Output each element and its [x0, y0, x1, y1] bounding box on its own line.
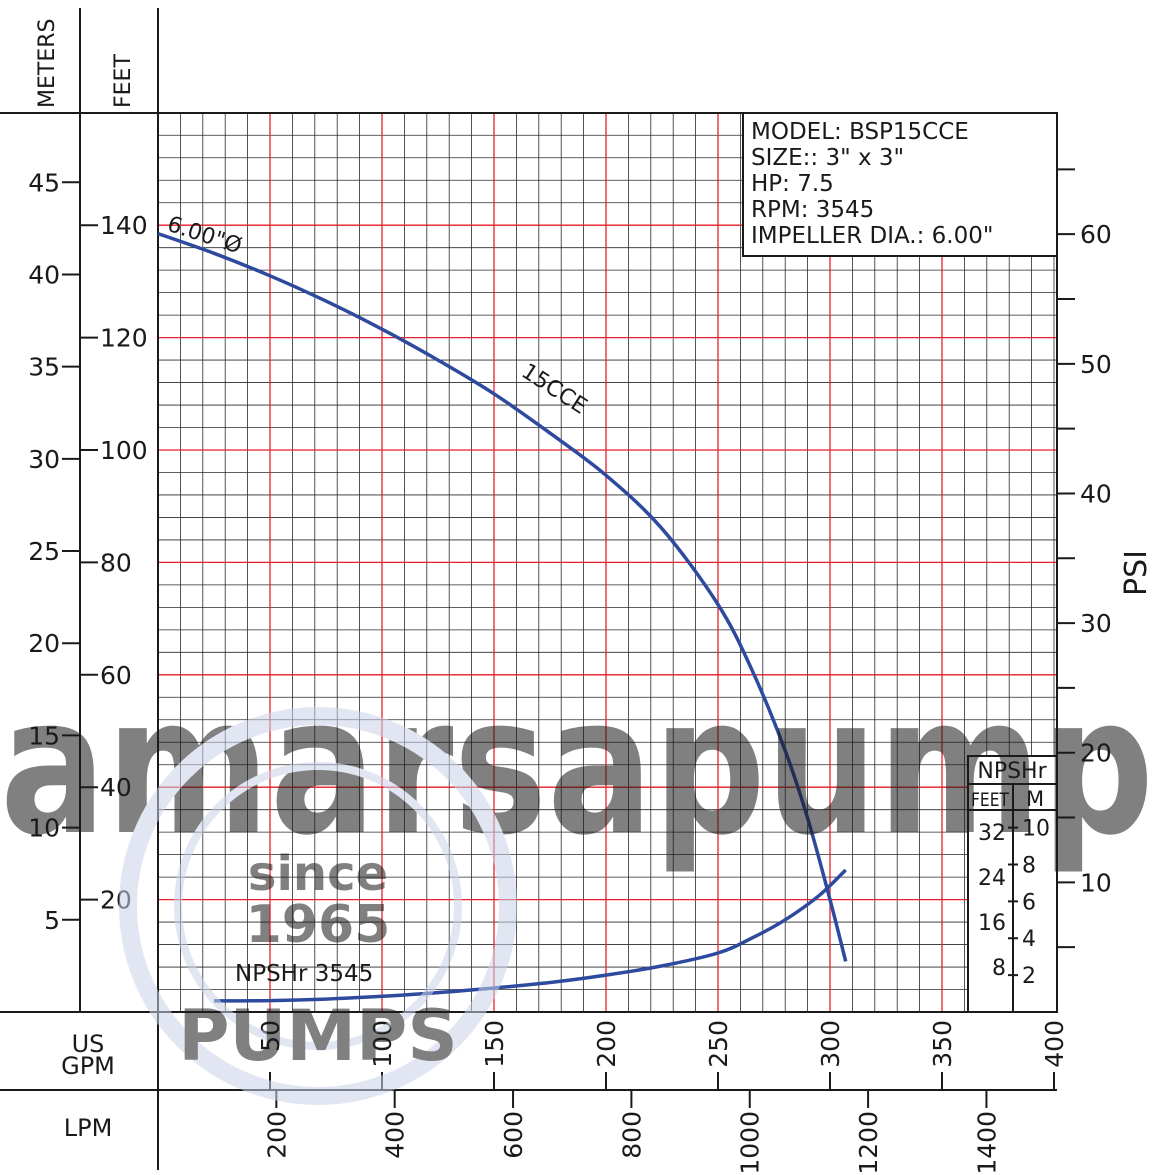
seal-since: since [248, 846, 388, 902]
gpm-axis-label-line2: GPM [61, 1052, 115, 1080]
info-box-frame [742, 112, 1058, 257]
lpm-tick-label: 200 [262, 1111, 291, 1159]
lpm-tick-label: 1200 [854, 1111, 883, 1175]
meters-tick-label: 45 [28, 168, 60, 197]
info-line: RPM: 3545 [751, 197, 874, 223]
psi-tick-label: 50 [1080, 350, 1112, 379]
npshr-curve [213, 868, 847, 1003]
info-line: SIZE:: 3" x 3" [751, 145, 904, 171]
feet-axis-label: FEET [111, 54, 136, 108]
npsh-feet-tick-label: 16 [978, 911, 1006, 936]
npsh-feet-tick-label: 8 [992, 956, 1006, 981]
gpm-axis-label-line1: US [72, 1030, 105, 1058]
psi-axis-label: PSI [1119, 550, 1154, 596]
gpm-tick-label: 200 [592, 1020, 621, 1068]
npsh-m-label: M [1026, 787, 1044, 811]
meters-tick-label: 10 [28, 814, 60, 843]
lpm-tick-label: 1000 [736, 1111, 765, 1175]
npsh-feet-label: FEET [971, 789, 1009, 811]
major-grid [158, 113, 1057, 1012]
npsh-m-tick-label: 8 [1022, 853, 1036, 878]
gpm-tick-label: 350 [928, 1020, 957, 1068]
meters-tick-label: 15 [28, 721, 60, 750]
watermark-text: amarsapump [0, 656, 1154, 877]
seal-outer-ring [119, 707, 517, 1105]
feet-tick-label: 120 [100, 324, 148, 353]
meters-tick-label: 40 [28, 260, 60, 289]
info-line: IMPELLER DIA.: 6.00" [751, 223, 993, 249]
lpm-axis-label: LPM [64, 1114, 113, 1142]
lpm-tick-label: 1400 [972, 1111, 1001, 1175]
npsh-m-tick-label: 6 [1022, 890, 1036, 915]
meters-tick-label: 35 [28, 353, 60, 382]
npsh-feet-tick-label: 24 [978, 866, 1006, 891]
psi-tick-label: 40 [1080, 479, 1112, 508]
npsh-m-tick-label: 4 [1022, 927, 1036, 952]
npsh-m-tick-label: 10 [1022, 817, 1050, 842]
feet-tick-label: 140 [100, 211, 148, 240]
lpm-tick-label: 800 [617, 1111, 646, 1159]
impeller-diameter-label: 6.00"Ø [164, 212, 244, 259]
meters-tick-label: 20 [28, 629, 60, 658]
info-line: HP: 7.5 [751, 171, 834, 197]
psi-tick-label: 20 [1080, 739, 1112, 768]
meters-tick-label: 30 [28, 445, 60, 474]
seal-year: 1965 [246, 895, 391, 955]
head-curve-label: 15CCE [517, 359, 592, 420]
feet-tick-label: 40 [100, 773, 132, 802]
npsh-feet-tick-label: 32 [978, 821, 1006, 846]
gpm-tick-label: 300 [816, 1020, 845, 1068]
psi-axis: 10 20 30 40 50 60 PSI [1057, 168, 1154, 949]
npsh-title: NPSHr [977, 759, 1047, 784]
psi-tick-label: 30 [1080, 609, 1112, 638]
feet-tick-label: 60 [100, 661, 132, 690]
feet-tick-label: 80 [100, 548, 132, 577]
npsh-m-tick-label: 2 [1022, 964, 1036, 989]
meters-axis-label: METERS [35, 19, 60, 108]
seal-inner-ring [174, 762, 462, 1050]
axis-frame [0, 8, 1058, 1170]
info-line: MODEL: BSP15CCE [751, 119, 969, 145]
gpm-tick-label: 400 [1040, 1020, 1069, 1068]
gpm-tick-label: 250 [704, 1020, 733, 1068]
lpm-tick-label: 600 [499, 1111, 528, 1159]
npshr-curve-label: NPSHr 3545 [235, 961, 373, 987]
left-axes: METERS FEET510152025303540452040608010012… [28, 19, 148, 935]
psi-tick-label: 60 [1080, 220, 1112, 249]
lpm-tick-label: 400 [381, 1111, 410, 1159]
psi-tick-label: 10 [1080, 868, 1112, 897]
meters-tick-label: 25 [28, 537, 60, 566]
head-curve-15cce [157, 231, 848, 962]
seal-pumps: PUMPS [178, 995, 458, 1077]
meters-tick-label: 5 [44, 906, 60, 935]
gpm-tick-label: 150 [480, 1020, 509, 1068]
feet-tick-label: 100 [100, 436, 148, 465]
